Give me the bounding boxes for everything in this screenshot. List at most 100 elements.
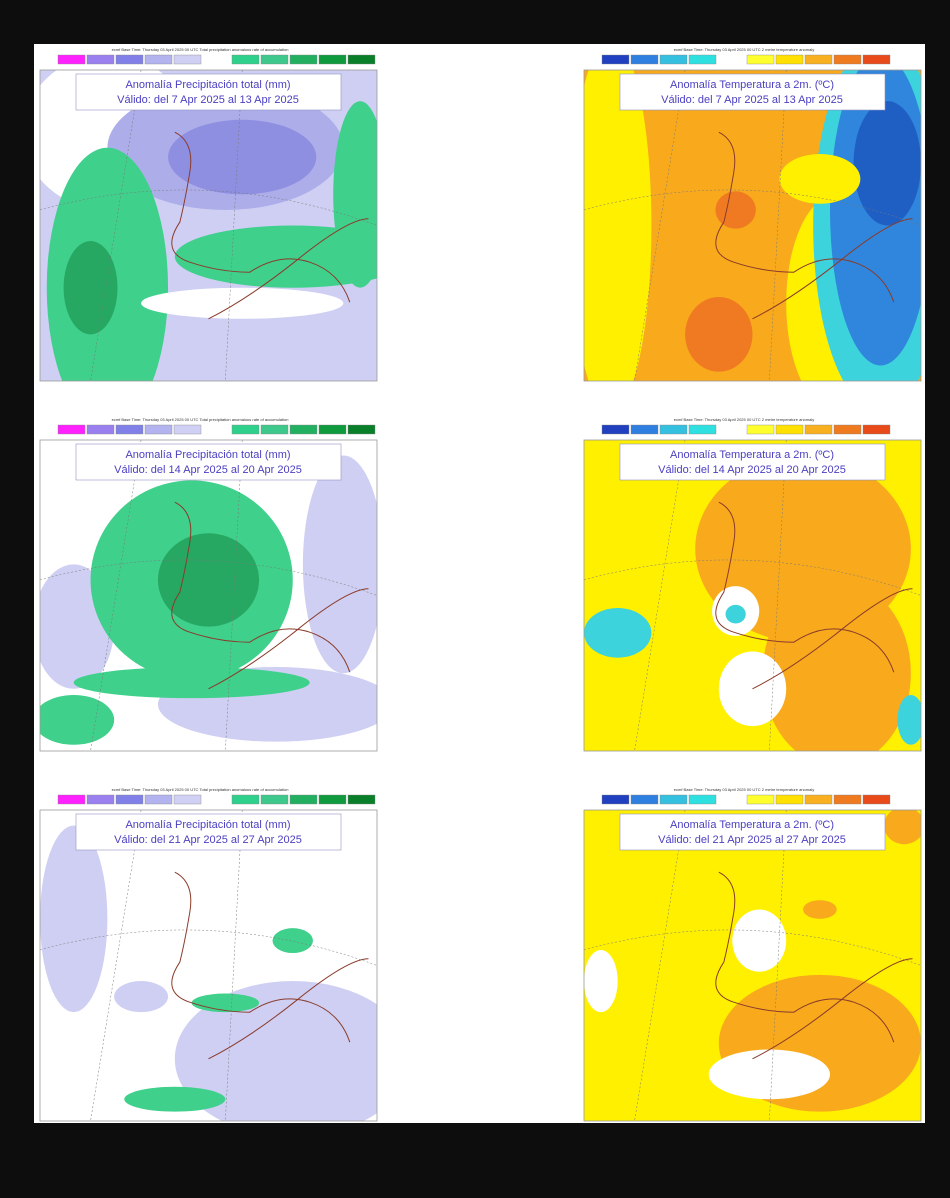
legend-swatch [630, 54, 659, 65]
anomaly-area [302, 455, 377, 674]
map-frame [39, 809, 378, 1122]
map-frame [39, 439, 378, 752]
title-box [619, 73, 886, 111]
map-title: Anomalía Temperatura a 2m. (ºC) [670, 449, 834, 461]
map-frame [39, 69, 378, 382]
anomaly-area [584, 949, 618, 1013]
map-panel: ecmf Base Time: Thursday 03 April 2025 0… [583, 787, 922, 1122]
panel-header: ecmf Base Time: Thursday 03 April 2025 0… [674, 787, 814, 792]
anomaly-area [141, 287, 344, 319]
anomaly-area [732, 909, 787, 972]
anomaly-area [63, 241, 118, 335]
legend-swatch [775, 794, 804, 805]
legend-swatch [289, 794, 318, 805]
coastline [715, 131, 913, 320]
legend-swatch [173, 54, 202, 65]
anomaly-area [174, 225, 377, 288]
anomaly-area [584, 607, 652, 658]
title-box [619, 813, 886, 851]
map-panel: ecmf Base Time: Thursday 03 April 2025 0… [39, 787, 378, 1122]
legend-swatch [862, 424, 891, 435]
map-title: Anomalía Precipitación total (mm) [125, 449, 290, 461]
title-box [75, 813, 342, 851]
legend-swatch [862, 794, 891, 805]
panel-header: ecmf Base Time: Thursday 03 April 2025 0… [674, 47, 814, 52]
panel-header: ecmf Base Time: Thursday 03 April 2025 0… [112, 787, 289, 792]
title-box [619, 443, 886, 481]
panel-header: ecmf Base Time: Thursday 03 April 2025 0… [112, 47, 289, 52]
legend-swatch [115, 424, 144, 435]
legend-swatch [115, 794, 144, 805]
legend-swatch [659, 54, 688, 65]
anomaly-area [762, 579, 911, 751]
map-validity: Válido: del 21 Apr 2025 al 27 Apr 2025 [114, 834, 302, 846]
legend-swatch [688, 794, 717, 805]
legend-swatch [688, 54, 717, 65]
legend-swatch [318, 54, 347, 65]
map [584, 440, 921, 751]
map-panel: ecmf Base Time: Thursday 03 April 2025 0… [583, 417, 922, 752]
map-title: Anomalía Precipitación total (mm) [125, 819, 290, 831]
legend-swatch [347, 424, 376, 435]
graticule [40, 440, 377, 751]
coastline [171, 501, 369, 690]
map [40, 440, 377, 751]
anomaly-area [40, 695, 115, 745]
legend-swatch [347, 794, 376, 805]
map-validity: Válido: del 21 Apr 2025 al 27 Apr 2025 [658, 834, 846, 846]
map [584, 810, 921, 1121]
legend-swatch [86, 54, 115, 65]
legend-swatch [173, 424, 202, 435]
legend-swatch [144, 794, 173, 805]
legend-swatch [804, 54, 833, 65]
coastline [715, 501, 913, 690]
anomaly-area [883, 810, 921, 845]
anomaly-area [157, 533, 260, 627]
legend-swatch [775, 424, 804, 435]
graticule [584, 810, 921, 1121]
anomaly-area [853, 101, 921, 226]
anomaly-area [73, 667, 310, 699]
legend-swatch [289, 54, 318, 65]
anomaly-area [191, 993, 260, 1013]
legend-swatch [260, 54, 289, 65]
legend-swatch [260, 424, 289, 435]
map-panel: ecmf Base Time: Thursday 03 April 2025 0… [39, 47, 378, 382]
graticule [584, 440, 921, 751]
graticule [40, 810, 377, 1121]
legend-swatch [347, 54, 376, 65]
legend-swatch [601, 424, 630, 435]
legend-swatch [260, 794, 289, 805]
map [40, 810, 377, 1121]
map-validity: Válido: del 14 Apr 2025 al 20 Apr 2025 [658, 464, 846, 476]
map-validity: Válido: del 14 Apr 2025 al 20 Apr 2025 [114, 464, 302, 476]
legend-swatch [144, 424, 173, 435]
map-panel: ecmf Base Time: Thursday 03 April 2025 0… [583, 47, 922, 382]
map-panel: ecmf Base Time: Thursday 03 April 2025 0… [39, 417, 378, 752]
anomaly-area [803, 900, 837, 919]
panel-header: ecmf Base Time: Thursday 03 April 2025 0… [674, 417, 814, 422]
legend-swatch [833, 794, 862, 805]
legend-swatch [57, 54, 86, 65]
anomaly-area [124, 1086, 226, 1112]
legend-swatch [289, 424, 318, 435]
legend-swatch [231, 424, 260, 435]
anomaly-area [174, 981, 377, 1121]
anomaly-area [897, 695, 921, 745]
legend-swatch [688, 424, 717, 435]
legend-swatch [86, 424, 115, 435]
legend-swatch [833, 54, 862, 65]
legend-swatch [231, 794, 260, 805]
title-box [75, 443, 342, 481]
legend-swatch [833, 424, 862, 435]
legend-swatch [86, 794, 115, 805]
map [584, 70, 921, 381]
legend-swatch [746, 424, 775, 435]
graticule [40, 70, 377, 381]
anomaly-area [708, 1049, 831, 1100]
legend-swatch [746, 794, 775, 805]
title-box [75, 73, 342, 111]
map-frame [583, 69, 922, 382]
legend-swatch [231, 54, 260, 65]
